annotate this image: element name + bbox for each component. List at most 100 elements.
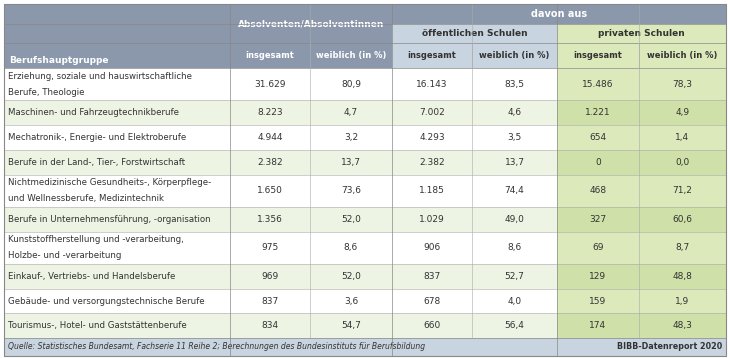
Bar bbox=[4, 313, 230, 338]
Text: 837: 837 bbox=[423, 272, 441, 281]
Text: 56,4: 56,4 bbox=[504, 321, 524, 330]
Bar bbox=[230, 264, 557, 289]
Text: 660: 660 bbox=[423, 321, 441, 330]
Text: privaten Schulen: privaten Schulen bbox=[598, 29, 685, 38]
Bar bbox=[392, 4, 726, 24]
Bar bbox=[4, 289, 230, 313]
Text: Maschinen- und Fahrzeugtechnikberufe: Maschinen- und Fahrzeugtechnikberufe bbox=[8, 108, 179, 117]
Text: insgesamt: insgesamt bbox=[407, 51, 456, 60]
Text: 13,7: 13,7 bbox=[504, 158, 524, 167]
Text: 83,5: 83,5 bbox=[504, 80, 524, 89]
Bar bbox=[557, 24, 726, 43]
Text: 0,0: 0,0 bbox=[675, 158, 690, 167]
Bar bbox=[557, 43, 726, 68]
Text: 4.293: 4.293 bbox=[419, 133, 445, 142]
Text: insgesamt: insgesamt bbox=[574, 51, 623, 60]
Bar bbox=[4, 232, 230, 264]
Bar bbox=[392, 24, 557, 43]
Text: Berufe, Theologie: Berufe, Theologie bbox=[8, 88, 85, 97]
Text: 1.650: 1.650 bbox=[257, 186, 283, 195]
Text: 71,2: 71,2 bbox=[672, 186, 693, 195]
Text: und Wellnessberufe, Medizintechnik: und Wellnessberufe, Medizintechnik bbox=[8, 194, 164, 203]
Text: 54,7: 54,7 bbox=[341, 321, 361, 330]
Text: 52,7: 52,7 bbox=[504, 272, 524, 281]
Text: 73,6: 73,6 bbox=[341, 186, 361, 195]
Bar bbox=[230, 289, 557, 313]
Bar bbox=[4, 175, 230, 207]
Text: 4,0: 4,0 bbox=[507, 296, 521, 305]
Text: 0: 0 bbox=[595, 158, 601, 167]
Text: 129: 129 bbox=[589, 272, 607, 281]
Text: weiblich (in %): weiblich (in %) bbox=[648, 51, 718, 60]
Bar bbox=[557, 289, 726, 313]
Bar bbox=[4, 150, 230, 175]
Bar bbox=[4, 68, 230, 100]
Bar bbox=[230, 4, 392, 43]
Text: Kunststoffherstellung und -verarbeitung,: Kunststoffherstellung und -verarbeitung, bbox=[8, 235, 184, 244]
Text: 678: 678 bbox=[423, 296, 441, 305]
Bar bbox=[4, 125, 230, 150]
Text: Quelle: Statistisches Bundesamt, Fachserie 11 Reihe 2; Berechnungen des Bundesin: Quelle: Statistisches Bundesamt, Fachser… bbox=[8, 342, 425, 351]
Text: Erziehung, soziale und hauswirtschaftliche: Erziehung, soziale und hauswirtschaftlic… bbox=[8, 72, 192, 81]
Text: 159: 159 bbox=[589, 296, 607, 305]
Bar bbox=[557, 150, 726, 175]
Text: 15.486: 15.486 bbox=[583, 80, 614, 89]
Bar bbox=[230, 125, 557, 150]
Text: 327: 327 bbox=[589, 215, 607, 224]
Text: Berufe in der Land-, Tier-, Forstwirtschaft: Berufe in der Land-, Tier-, Forstwirtsch… bbox=[8, 158, 185, 167]
Bar bbox=[4, 338, 726, 355]
Text: 48,3: 48,3 bbox=[672, 321, 693, 330]
Bar bbox=[230, 175, 557, 207]
Text: 74,4: 74,4 bbox=[504, 186, 524, 195]
Text: 2.382: 2.382 bbox=[419, 158, 445, 167]
Bar bbox=[557, 175, 726, 207]
Text: 8,7: 8,7 bbox=[675, 243, 690, 252]
Text: 80,9: 80,9 bbox=[341, 80, 361, 89]
Bar bbox=[557, 100, 726, 125]
Text: 8,6: 8,6 bbox=[507, 243, 522, 252]
Text: 1.029: 1.029 bbox=[419, 215, 445, 224]
Text: 837: 837 bbox=[261, 296, 279, 305]
Text: Absolventen/Absolventinnen: Absolventen/Absolventinnen bbox=[238, 19, 384, 28]
Text: 1,4: 1,4 bbox=[675, 133, 690, 142]
Text: 3,5: 3,5 bbox=[507, 133, 522, 142]
Bar bbox=[4, 207, 230, 232]
Text: Mechatronik-, Energie- und Elektroberufe: Mechatronik-, Energie- und Elektroberufe bbox=[8, 133, 186, 142]
Text: 174: 174 bbox=[589, 321, 607, 330]
Text: Berufe in Unternehmensführung, -organisation: Berufe in Unternehmensführung, -organisa… bbox=[8, 215, 211, 224]
Text: 468: 468 bbox=[589, 186, 607, 195]
Text: 3,2: 3,2 bbox=[344, 133, 358, 142]
Text: BIBB-Datenreport 2020: BIBB-Datenreport 2020 bbox=[617, 342, 722, 351]
Text: 969: 969 bbox=[261, 272, 279, 281]
Text: 49,0: 49,0 bbox=[504, 215, 524, 224]
Text: Berufshauptgruppe: Berufshauptgruppe bbox=[9, 56, 109, 65]
Bar bbox=[4, 264, 230, 289]
Text: Gebäude- und versorgungstechnische Berufe: Gebäude- und versorgungstechnische Beruf… bbox=[8, 296, 204, 305]
Text: 7.002: 7.002 bbox=[419, 108, 445, 117]
Text: 1.221: 1.221 bbox=[585, 108, 611, 117]
Text: davon aus: davon aus bbox=[531, 9, 587, 19]
Text: 52,0: 52,0 bbox=[341, 215, 361, 224]
Text: öffentlichen Schulen: öffentlichen Schulen bbox=[422, 29, 527, 38]
Bar bbox=[230, 232, 557, 264]
Bar bbox=[230, 313, 557, 338]
Text: Tourismus-, Hotel- und Gaststättenberufe: Tourismus-, Hotel- und Gaststättenberufe bbox=[8, 321, 187, 330]
Text: 3,6: 3,6 bbox=[344, 296, 358, 305]
Text: insgesamt: insgesamt bbox=[245, 51, 294, 60]
Text: 4.944: 4.944 bbox=[257, 133, 283, 142]
Text: 834: 834 bbox=[261, 321, 279, 330]
Text: 48,8: 48,8 bbox=[672, 272, 693, 281]
Bar bbox=[557, 232, 726, 264]
Bar bbox=[392, 43, 557, 68]
Text: 1.356: 1.356 bbox=[257, 215, 283, 224]
Bar bbox=[557, 207, 726, 232]
Text: Holzbe- und -verarbeitung: Holzbe- und -verarbeitung bbox=[8, 251, 121, 260]
Text: 31.629: 31.629 bbox=[254, 80, 285, 89]
Bar bbox=[557, 313, 726, 338]
Bar bbox=[4, 4, 230, 68]
Bar bbox=[557, 125, 726, 150]
Text: 906: 906 bbox=[423, 243, 441, 252]
Bar bbox=[230, 68, 557, 100]
Bar bbox=[557, 68, 726, 100]
Text: 1.185: 1.185 bbox=[419, 186, 445, 195]
